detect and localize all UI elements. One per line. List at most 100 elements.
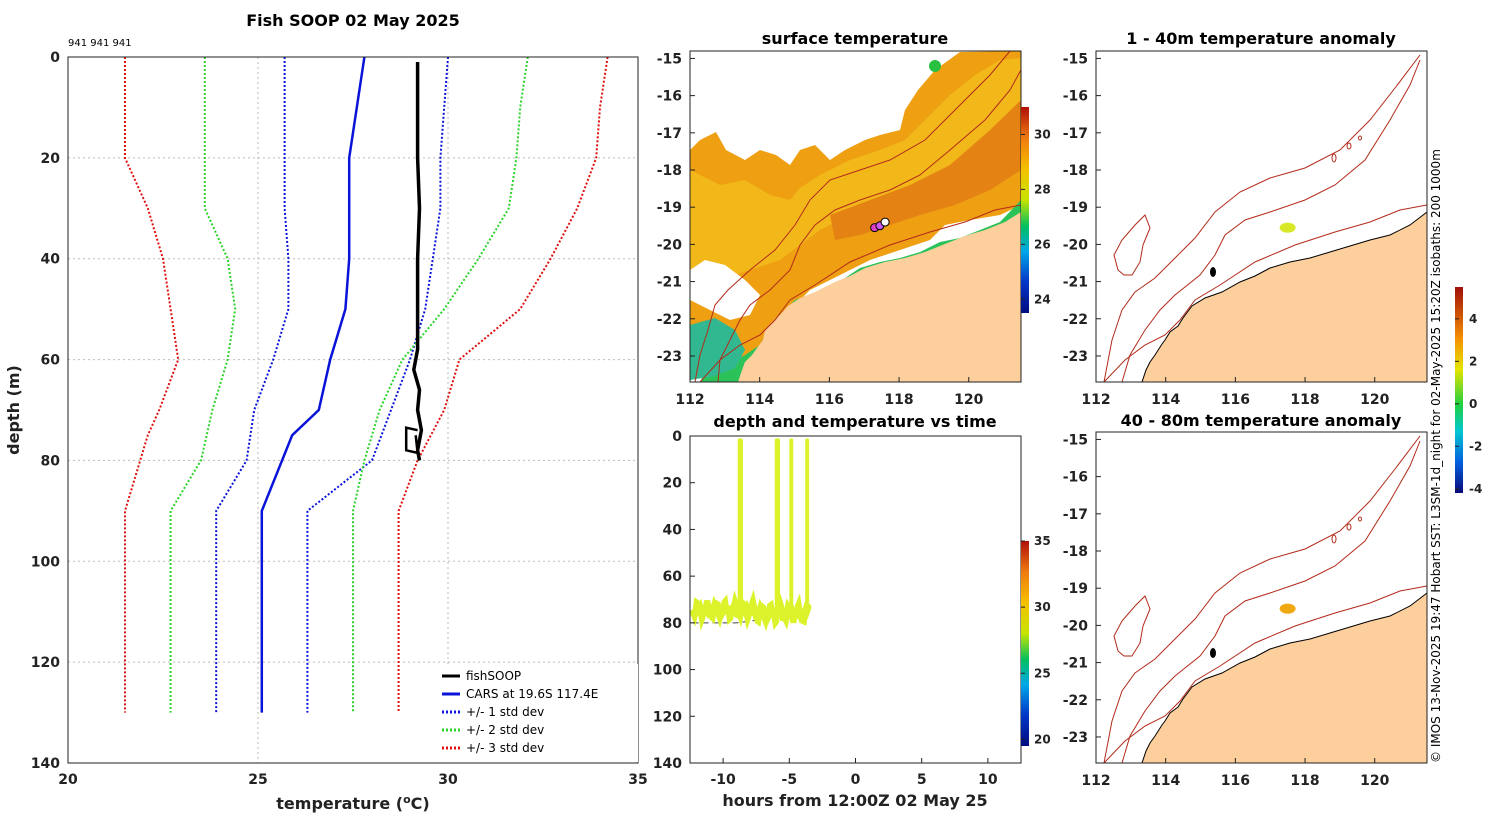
sst-cloud-patch-west (690, 260, 760, 320)
profile-y-tick-label: 140 (31, 756, 60, 772)
map-x-tick-label: 112 (1081, 392, 1110, 408)
profile-series--2-std (169, 57, 237, 713)
isobath-200m (699, 204, 1021, 382)
anomaly1-title: 1 - 40m temperature anomaly (1126, 29, 1396, 48)
sst-exmouth-cool-water (690, 318, 745, 380)
profile-series--3-std (124, 57, 180, 713)
map-y-tick-label: -22 (1063, 312, 1088, 328)
map-y-tick-label: -23 (1063, 349, 1088, 365)
sst-warmest-core (830, 100, 1021, 240)
depth-time-y-tick-label: 20 (663, 476, 683, 492)
depth-time-xlabel: hours from 12:00Z 02 May 25 (722, 791, 987, 810)
anomaly-colorbar-tick-label: -2 (1469, 439, 1482, 453)
map-x-tick-label: 116 (1221, 392, 1250, 408)
profile-cast-trace (737, 438, 743, 616)
depth-time-colorbar-tick-label: 30 (1034, 600, 1051, 614)
depth-time-y-tick-label: 120 (653, 709, 682, 725)
map-y-tick-label: -19 (1063, 200, 1088, 216)
temperature-profile-panel: 20 25 30 35 0 20 40 60 80 100 120 140 Fish SOOP 02 … (4, 11, 648, 813)
near-bottom-trace (689, 589, 812, 632)
profile-cast-trace (789, 438, 794, 616)
land (738, 212, 1021, 382)
anomaly1-points (1279, 222, 1296, 233)
map-x-tick-label: 116 (815, 392, 844, 408)
sst-colorbar-tick-label: 30 (1034, 127, 1051, 141)
map-y-tick-label: -22 (657, 312, 682, 328)
sst-title: surface temperature (762, 29, 949, 48)
anomaly-40-80m-panel: 112 114 116 118 120 -15 -16 -17 -18 -19 -20 -21 -22 -… (1063, 411, 1428, 789)
map-x-tick-label: 120 (954, 392, 983, 408)
profile-title: Fish SOOP 02 May 2025 (246, 11, 460, 30)
map-y-tick-label: -15 (1063, 432, 1088, 448)
map-y-tick-label: -21 (1063, 656, 1088, 672)
profile-series (124, 56, 609, 713)
legend-label: fishSOOP (466, 669, 521, 683)
profile-y-tick-label: 20 (41, 151, 61, 167)
profile-axes-box (67, 56, 639, 764)
anomaly1-ticks: 112 114 116 118 120 -15 -16 -17 -18 -19 -20 -21 -22 -… (1063, 51, 1390, 408)
sst-cloud-patch (690, 54, 895, 150)
depth-time-y-tick-label: 140 (653, 756, 682, 772)
depth-time-colorbar-tick-label: 25 (1034, 666, 1051, 680)
anomaly-point (1279, 222, 1296, 233)
profile-series--3-std (397, 56, 609, 713)
sst-coastal-band (700, 200, 1021, 382)
map-y-tick-label: -21 (657, 275, 682, 291)
depth-time-y-tick-label: 80 (663, 616, 683, 632)
profile-x-tick-label: 25 (248, 772, 267, 788)
anomaly2-axes-box (1095, 431, 1428, 764)
anomaly2-title: 40 - 80m temperature anomaly (1121, 411, 1402, 430)
profile-y-tick-label: 100 (31, 554, 60, 570)
profile-series-fishsoop (412, 62, 424, 461)
profile-annotation: 941 941 941 (68, 38, 132, 49)
profile-series--1-std (306, 56, 449, 713)
depth-time-x-tick-label: 10 (978, 772, 998, 788)
map-x-tick-label: 112 (1081, 773, 1110, 789)
legend-label: +/- 1 std dev (466, 705, 544, 719)
sst-ticks: 112 114 116 118 120 -15 -16 -17 -18 -19 -20 -21 -22 -… (657, 51, 984, 408)
depth-time-y-tick-label: 40 (663, 522, 683, 538)
profile-y-tick-label: 0 (50, 50, 60, 66)
isobath-1000m-north (694, 51, 1011, 382)
anomaly-colorbar (1455, 287, 1463, 493)
map-x-tick-label: 118 (1290, 392, 1319, 408)
anomaly-1-40m-panel: 112 114 116 118 120 -15 -16 -17 -18 -19 -20 -21 -22 -… (1063, 29, 1428, 408)
anomaly-colorbar-tick-label: 2 (1469, 354, 1477, 368)
profile-y-tick-label: 40 (41, 252, 61, 268)
anomaly-point (1279, 603, 1296, 614)
depth-time-x-tick-label: -5 (782, 772, 798, 788)
map-y-tick-label: -17 (657, 126, 682, 142)
map-y-tick-label: -15 (657, 51, 682, 67)
profile-y-tick-label: 80 (41, 453, 61, 469)
profile-gridlines (68, 57, 638, 763)
map-y-tick-label: -23 (1063, 730, 1088, 746)
profile-ylabel: depth (m) (4, 365, 23, 455)
ship-position-marker (880, 217, 890, 227)
depth-time-colorbar-ticks: 20 25 30 35 (1021, 534, 1051, 746)
map-y-tick-label: -18 (1063, 163, 1088, 179)
profile-x-tick-label: 20 (58, 772, 78, 788)
depth-time-y-tick-label: 60 (663, 569, 683, 585)
anomaly-map-base (1096, 432, 1427, 763)
depth-time-y-tick-label: 0 (672, 429, 682, 445)
map-y-tick-label: -23 (657, 349, 682, 365)
map-y-tick-label: -17 (1063, 507, 1088, 523)
depth-time-y-tick-label: 100 (653, 663, 682, 679)
legend-label: +/- 2 std dev (466, 723, 544, 737)
anomaly2-ticks: 112 114 116 118 120 -15 -16 -17 -18 -19 -20 -21 -22 -… (1063, 432, 1390, 789)
anomaly2-points (1279, 603, 1296, 614)
map-x-tick-label: 114 (1151, 773, 1180, 789)
profile-x-tick-label: 35 (628, 772, 647, 788)
map-x-tick-label: 120 (1360, 773, 1389, 789)
profile-series-fishsoop-bottom (404, 426, 420, 455)
map-y-tick-label: -18 (1063, 544, 1088, 560)
profile-xlabel: temperature (oC) (276, 793, 429, 813)
profile-legend: fishSOOP CARS at 19.6S 117.4E +/- 1 std de… (438, 664, 638, 762)
profile-ticks: 20 25 30 35 0 20 40 60 80 100 120 140 (31, 50, 648, 788)
map-y-tick-label: -15 (1063, 51, 1088, 67)
isobath-1000m (717, 69, 1021, 382)
anomaly-colorbar-ticks: 4 2 0 -2 -4 (1455, 312, 1482, 496)
sst-colorbar-tick-label: 24 (1034, 292, 1051, 306)
